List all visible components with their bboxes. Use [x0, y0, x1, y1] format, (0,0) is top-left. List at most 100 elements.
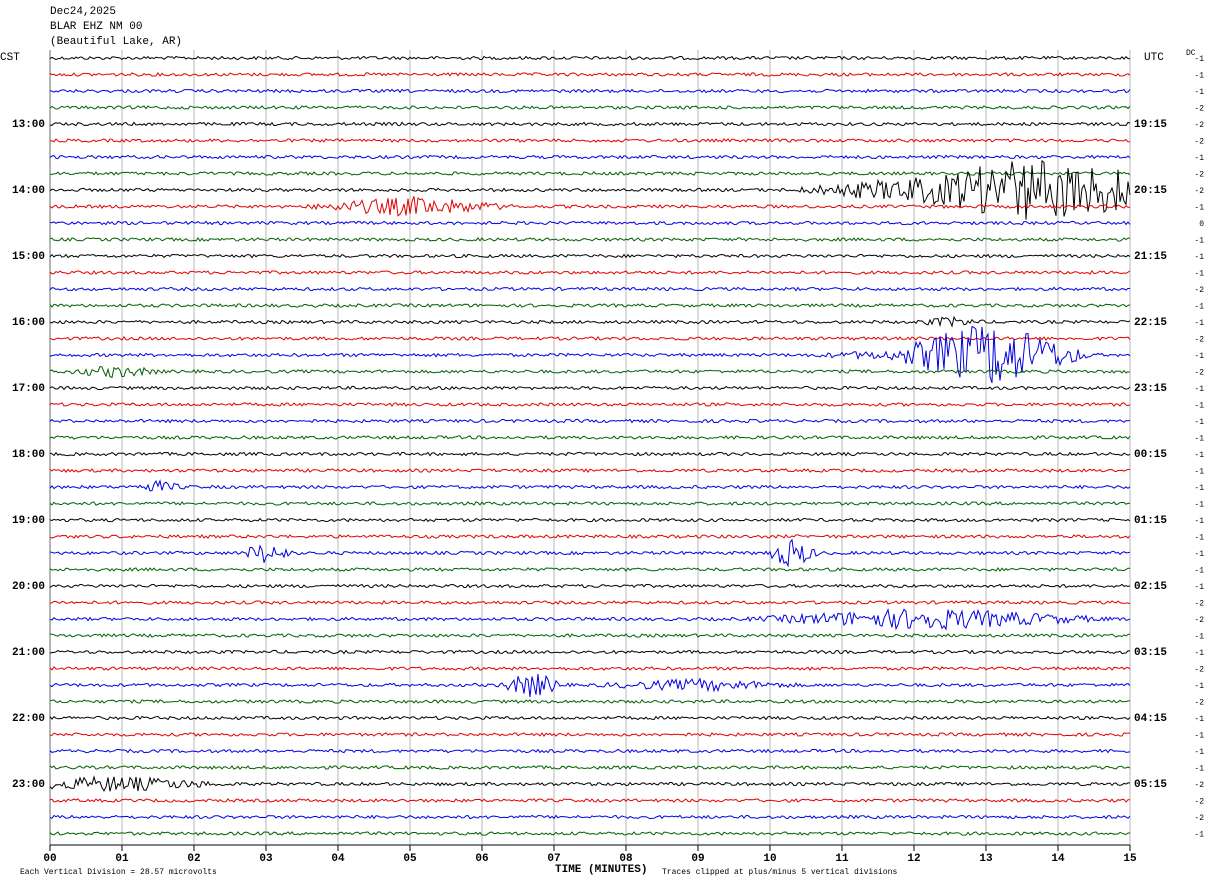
- x-tick-label: 09: [691, 853, 704, 865]
- trace: [49, 798, 1131, 803]
- cst-label: 19:00: [12, 515, 45, 527]
- x-tick-label: 11: [835, 853, 849, 865]
- utc-label: 20:15: [1134, 185, 1167, 197]
- dc-offset: -1: [1194, 534, 1204, 543]
- trace: [49, 270, 1131, 275]
- x-tick-label: 05: [403, 853, 417, 865]
- dc-offset: -1: [1194, 319, 1204, 328]
- dc-offset: -1: [1194, 352, 1204, 361]
- trace: [49, 237, 1131, 242]
- trace: [49, 253, 1131, 259]
- trace: [49, 633, 1131, 638]
- trace: [49, 315, 1131, 328]
- dc-offset: -1: [1194, 517, 1204, 526]
- dc-offset: -1: [1194, 633, 1204, 642]
- x-tick-label: 03: [259, 853, 273, 865]
- dc-offset: -2: [1194, 616, 1204, 625]
- dc-offset: -1: [1194, 55, 1204, 64]
- trace: [49, 418, 1131, 424]
- dc-offset: -1: [1194, 88, 1204, 97]
- dc-offset: -1: [1194, 435, 1204, 444]
- trace: [49, 814, 1131, 820]
- dc-offset: -2: [1194, 121, 1204, 130]
- utc-label: 01:15: [1134, 515, 1167, 527]
- x-tick-label: 04: [331, 853, 345, 865]
- x-tick-label: 08: [619, 853, 633, 865]
- dc-offset: -1: [1194, 649, 1204, 658]
- cst-label: 18:00: [12, 449, 45, 461]
- x-axis-label: TIME (MINUTES): [555, 864, 647, 876]
- trace: [49, 674, 1131, 698]
- dc-offset: -1: [1194, 550, 1204, 559]
- trace: [49, 831, 1131, 836]
- dc-offset: -1: [1194, 567, 1204, 576]
- x-tick-label: 15: [1123, 853, 1137, 865]
- trace: [49, 366, 1131, 379]
- dc-offset: -1: [1194, 831, 1204, 840]
- cst-label: 22:00: [12, 713, 45, 725]
- trace: [49, 517, 1131, 523]
- trace: [49, 303, 1131, 308]
- dc-offset: -1: [1194, 270, 1204, 279]
- x-tick-label: 13: [979, 853, 993, 865]
- date: Dec24,2025: [50, 6, 116, 18]
- dc-offset: -1: [1194, 682, 1204, 691]
- trace: [49, 775, 1130, 792]
- x-tick-label: 12: [907, 853, 920, 865]
- trace: [49, 325, 1131, 384]
- utc-label: 03:15: [1134, 647, 1167, 659]
- trace: [49, 732, 1130, 737]
- footer-left: Each Vertical Division = 28.57 microvolt…: [20, 868, 217, 877]
- dc-offset: -1: [1194, 501, 1204, 510]
- dc-offset: -1: [1194, 204, 1204, 213]
- right-zone: UTC: [1144, 52, 1164, 64]
- station: BLAR EHZ NM 00: [50, 21, 142, 33]
- dc-offset: -1: [1194, 72, 1204, 81]
- cst-label: 20:00: [12, 581, 45, 593]
- dc-offset: -1: [1194, 385, 1204, 394]
- trace: [49, 435, 1131, 440]
- trace: [49, 138, 1131, 143]
- x-tick-label: 00: [43, 853, 56, 865]
- dc-offset: -1: [1194, 418, 1204, 427]
- cst-label: 13:00: [12, 119, 45, 131]
- trace: [49, 478, 1131, 492]
- utc-label: 21:15: [1134, 251, 1167, 263]
- left-zone: CST: [0, 52, 20, 64]
- trace: [49, 666, 1131, 671]
- cst-label: 17:00: [12, 383, 45, 395]
- trace: [49, 501, 1131, 506]
- trace: [49, 71, 1131, 77]
- trace: [49, 105, 1131, 110]
- dc-offset: -1: [1194, 484, 1204, 493]
- utc-label: 00:15: [1134, 449, 1167, 461]
- trace: [49, 55, 1131, 61]
- trace: [49, 171, 1131, 176]
- dc-offset: -1: [1194, 748, 1204, 757]
- dc-offset: -1: [1194, 237, 1204, 246]
- utc-label: 02:15: [1134, 581, 1167, 593]
- utc-label: 23:15: [1134, 383, 1167, 395]
- trace: [49, 583, 1131, 589]
- dc-offset: -2: [1194, 600, 1204, 609]
- dc-offset: -1: [1194, 253, 1204, 262]
- trace: [49, 335, 1131, 341]
- dc-offset: -1: [1194, 715, 1204, 724]
- trace: [49, 402, 1131, 407]
- dc-offset: 0: [1199, 220, 1204, 229]
- trace: [49, 649, 1131, 655]
- x-tick-label: 02: [187, 853, 200, 865]
- dc-offset: -2: [1194, 798, 1204, 807]
- dc-offset: -2: [1194, 187, 1204, 196]
- dc-offset: -2: [1194, 286, 1204, 295]
- cst-label: 23:00: [12, 779, 45, 791]
- dc-offset: -2: [1194, 105, 1204, 114]
- dc-offset: -1: [1194, 451, 1204, 460]
- footer-right: Traces clipped at plus/minus 5 vertical …: [662, 868, 897, 877]
- trace: [49, 715, 1131, 721]
- dc-offset: -1: [1194, 402, 1204, 411]
- dc-offset: -1: [1194, 765, 1204, 774]
- x-tick-label: 10: [763, 853, 776, 865]
